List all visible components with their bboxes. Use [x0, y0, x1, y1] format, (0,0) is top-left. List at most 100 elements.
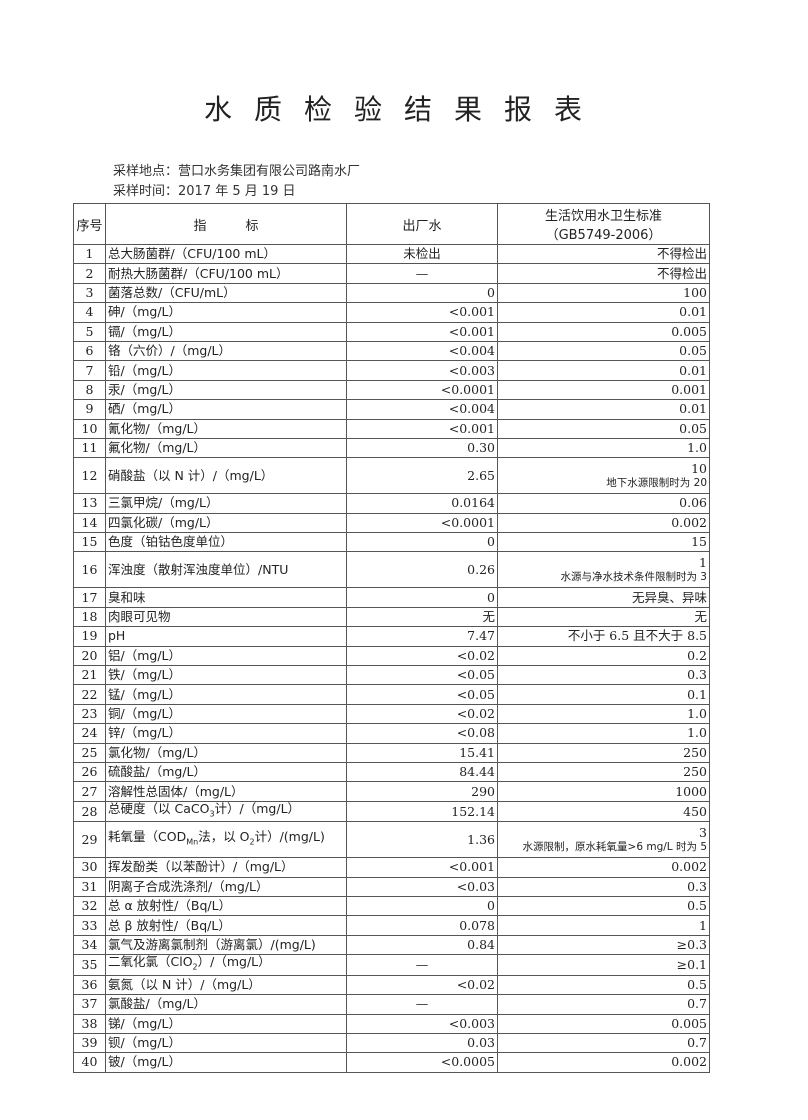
standard-limit: 0.3	[497, 876, 710, 898]
standard-value: 0.1	[687, 686, 707, 702]
standard-limit: 250	[497, 761, 710, 783]
outlet-value: 290	[346, 781, 498, 802]
row-number: 16	[73, 551, 106, 589]
standard-value: 15	[691, 534, 707, 550]
standard-limit: 0.002	[497, 857, 710, 878]
standard-value: ≥0.1	[676, 956, 707, 972]
standard-value: 0.005	[671, 1015, 707, 1031]
indicator-name: 肉眼可见物	[105, 606, 347, 628]
row-number: 6	[73, 340, 106, 362]
subscript: 3	[209, 809, 215, 819]
results-table: 序号 指 标 出厂水 生活饮用水卫生标准 （GB5749-2006） 1 总大肠菌…	[73, 203, 710, 1073]
indicator-name: 铍/（mg/L）	[105, 1052, 347, 1073]
standard-value: 0.3	[687, 667, 707, 683]
indicator-name: 总 α 放射性/（Bq/L）	[105, 896, 347, 917]
table-row: 13 三氯甲烷/（mg/L） 0.0164 0.06	[73, 493, 710, 514]
row-number: 14	[73, 512, 106, 534]
outlet-value: 未检出	[346, 243, 498, 265]
indicator-name: 耐热大肠菌群/（CFU/100 mL）	[105, 263, 347, 284]
outlet-value: 0.30	[346, 437, 498, 459]
indicator-name: 钡/（mg/L）	[105, 1032, 347, 1054]
outlet-value: <0.05	[346, 684, 498, 705]
table-row: 21 铁/（mg/L） <0.05 0.3	[73, 665, 710, 686]
outlet-value: 0	[346, 896, 498, 917]
subscript: 2	[192, 962, 198, 972]
standard-value: 0.5	[687, 976, 707, 992]
outlet-value: 1.36	[346, 821, 498, 859]
header-outlet: 出厂水	[346, 203, 498, 245]
outlet-value: 0.26	[346, 551, 498, 589]
indicator-name: 总 β 放射性/（Bq/L）	[105, 915, 347, 936]
table-row: 12 硝酸盐（以 N 计）/（mg/L） 2.65 10 地下水源限制时为 20	[73, 457, 710, 495]
standard-limit: 0.7	[497, 994, 710, 1015]
indicator-name: 锑/（mg/L）	[105, 1013, 347, 1034]
outlet-value: <0.004	[346, 340, 498, 362]
table-row: 11 氟化物/（mg/L） 0.30 1.0	[73, 437, 710, 459]
standard-value: 1	[699, 554, 707, 570]
outlet-value: <0.05	[346, 665, 498, 686]
row-number: 15	[73, 532, 106, 553]
standard-note: 地下水源限制时为 20	[606, 476, 707, 489]
header-indicator: 指 标	[105, 203, 347, 245]
row-number: 28	[73, 800, 106, 823]
standard-limit: 0.01	[497, 399, 710, 420]
standard-limit: 无	[497, 606, 710, 628]
indicator-name: 锌/（mg/L）	[105, 723, 347, 744]
outlet-value: 15.41	[346, 742, 498, 763]
table-row: 27 溶解性总固体/（mg/L） 290 1000	[73, 781, 710, 802]
standard-value: 250	[683, 744, 707, 760]
table-row: 5 镉/（mg/L） <0.001 0.005	[73, 321, 710, 342]
standard-limit: 15	[497, 532, 710, 553]
standard-limit: 1.0	[497, 437, 710, 459]
standard-limit: 0.01	[497, 302, 710, 323]
outlet-value: 无	[346, 606, 498, 628]
row-number: 21	[73, 665, 106, 686]
standard-value: 0.005	[671, 323, 707, 339]
table-row: 35 二氧化氯（ClO2）/（mg/L） — ≥0.1	[73, 954, 710, 976]
indicator-name: 三氯甲烷/（mg/L）	[105, 493, 347, 514]
standard-limit: ≥0.1	[497, 954, 710, 976]
row-number: 37	[73, 994, 106, 1015]
standard-limit: 0.005	[497, 1013, 710, 1034]
standard-value: 无异臭、异味	[631, 589, 707, 605]
row-number: 20	[73, 645, 106, 667]
row-number: 30	[73, 857, 106, 878]
indicator-name: 铝/（mg/L）	[105, 645, 347, 667]
table-row: 25 氯化物/（mg/L） 15.41 250	[73, 742, 710, 763]
row-number: 35	[73, 954, 106, 976]
table-row: 23 铜/（mg/L） <0.02 1.0	[73, 703, 710, 725]
table-row: 16 浑浊度（散射浑浊度单位）/NTU 0.26 1 水源与净水技术条件限制时为 3	[73, 551, 710, 589]
standard-limit: 0.5	[497, 974, 710, 996]
standard-limit: ≥0.3	[497, 934, 710, 956]
indicator-name: 总大肠菌群/（CFU/100 mL）	[105, 243, 347, 265]
outlet-value: 0	[346, 532, 498, 553]
header-standard-code: （GB5749-2006）	[545, 228, 662, 243]
table-row: 2 耐热大肠菌群/（CFU/100 mL） — 不得检出	[73, 263, 710, 284]
indicator-name: 菌落总数/（CFU/mL）	[105, 282, 347, 304]
standard-value: 0.7	[687, 996, 707, 1012]
table-row: 38 锑/（mg/L） <0.003 0.005	[73, 1013, 710, 1034]
indicator-name: 铬（六价）/（mg/L）	[105, 340, 347, 362]
standard-limit: 1	[497, 915, 710, 936]
standard-value: 0.01	[679, 401, 707, 417]
header-standard: 生活饮用水卫生标准 （GB5749-2006）	[497, 203, 710, 245]
row-number: 40	[73, 1052, 106, 1073]
indicator-name: 浑浊度（散射浑浊度单位）/NTU	[105, 551, 347, 589]
standard-value: 0.002	[671, 514, 707, 530]
outlet-value: <0.0001	[346, 512, 498, 534]
outlet-value: <0.003	[346, 360, 498, 381]
table-row: 31 阴离子合成洗涤剂/（mg/L） <0.03 0.3	[73, 876, 710, 898]
row-number: 5	[73, 321, 106, 342]
indicator-name: 四氯化碳/（mg/L）	[105, 512, 347, 534]
outlet-value: <0.02	[346, 974, 498, 996]
indicator-name: 锰/（mg/L）	[105, 684, 347, 705]
standard-value: 0.05	[679, 420, 707, 436]
outlet-value: <0.03	[346, 876, 498, 898]
table-row: 19 pH 7.47 不小于 6.5 且不大于 8.5	[73, 626, 710, 647]
row-number: 3	[73, 282, 106, 304]
indicator-name: 溶解性总固体/（mg/L）	[105, 781, 347, 802]
row-number: 2	[73, 263, 106, 284]
row-number: 31	[73, 876, 106, 898]
table-row: 37 氯酸盐/（mg/L） — 0.7	[73, 994, 710, 1015]
table-row: 40 铍/（mg/L） <0.0005 0.002	[73, 1052, 710, 1073]
